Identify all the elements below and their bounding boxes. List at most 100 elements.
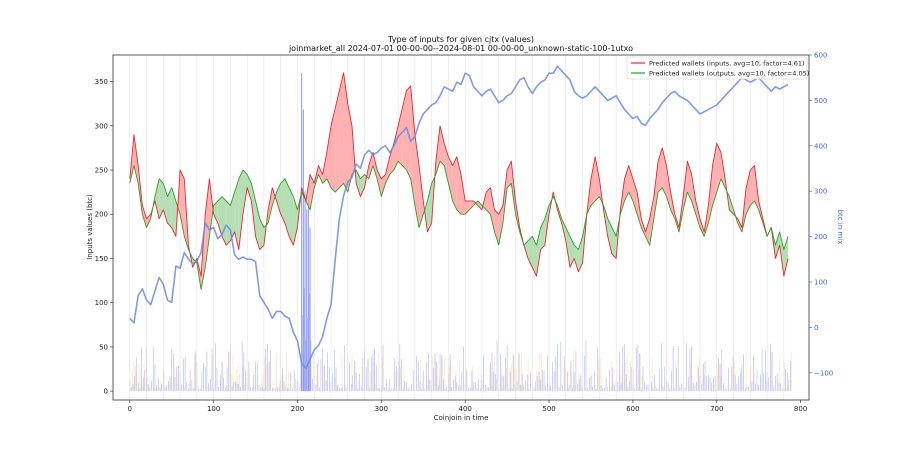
input-bar	[456, 382, 458, 392]
input-bar	[307, 317, 308, 392]
x-tick-label: 600	[626, 405, 639, 413]
input-bar	[610, 386, 612, 392]
fill-segment	[356, 170, 361, 197]
input-bar	[308, 293, 310, 392]
x-tick-label: 400	[459, 405, 472, 413]
output-bar	[655, 385, 656, 392]
output-bar	[779, 357, 781, 392]
input-bar	[609, 369, 610, 392]
fill-segment	[494, 209, 499, 246]
output-bar	[697, 365, 698, 392]
input-bar	[567, 371, 568, 392]
input-bar	[243, 352, 245, 392]
output-bar	[232, 356, 234, 392]
input-bar	[528, 388, 530, 392]
fill-segment	[167, 187, 172, 228]
input-bar	[513, 354, 515, 392]
legend-label-inputs: Predicted wallets (inputs, avg=10, facto…	[649, 60, 805, 68]
input-bar	[696, 381, 697, 392]
fill-segment	[716, 143, 721, 193]
input-bar	[516, 380, 518, 392]
input-bar	[790, 360, 791, 392]
output-bar	[242, 365, 244, 392]
input-bar	[463, 346, 464, 392]
input-bar	[744, 388, 746, 392]
input-bar	[761, 349, 763, 392]
bars-layer	[129, 73, 792, 392]
input-bar	[639, 353, 640, 392]
output-bar	[521, 353, 522, 392]
output-bar	[480, 375, 482, 392]
input-bar	[486, 387, 488, 392]
input-bar	[588, 377, 590, 392]
output-bar	[613, 383, 614, 392]
input-bar	[656, 388, 657, 392]
output-bar	[527, 357, 529, 392]
output-bar	[358, 382, 360, 392]
input-bar	[228, 351, 230, 392]
input-bar	[552, 361, 553, 392]
input-bar	[662, 387, 664, 392]
fill-segment	[280, 178, 285, 224]
input-bar	[290, 372, 292, 392]
output-bar	[237, 361, 239, 392]
input-bar	[226, 367, 228, 392]
input-bar	[521, 374, 523, 392]
input-bar	[645, 384, 647, 392]
input-bar	[335, 367, 337, 392]
input-bar	[753, 355, 755, 392]
output-bar	[784, 362, 786, 392]
output-bar	[235, 368, 237, 392]
input-bar	[218, 386, 220, 392]
input-bar	[362, 357, 364, 392]
input-bar	[778, 382, 780, 392]
input-bar	[342, 387, 344, 392]
fill-segment	[461, 174, 466, 215]
input-bar	[167, 381, 169, 392]
fill-segment	[268, 187, 273, 224]
output-bar	[770, 353, 772, 392]
input-bar	[776, 373, 778, 392]
input-bar	[328, 367, 330, 392]
fill-segment	[490, 187, 495, 232]
grid-layer	[129, 55, 785, 400]
input-bar	[619, 351, 620, 392]
input-bar	[575, 350, 577, 392]
output-bar	[750, 366, 752, 392]
input-bar	[741, 364, 743, 392]
fill-segment	[343, 72, 348, 193]
output-bar	[745, 352, 747, 392]
output-bar	[428, 378, 430, 392]
y2-tick-label: 0	[814, 324, 818, 332]
input-bar	[131, 386, 132, 392]
input-bar	[142, 377, 144, 392]
input-bar	[731, 366, 733, 392]
input-bar	[277, 387, 278, 392]
input-bar	[268, 361, 270, 392]
output-bar	[539, 353, 541, 392]
fill-segment	[142, 205, 147, 228]
input-bar	[322, 348, 323, 392]
input-bar	[283, 381, 285, 392]
input-bar	[137, 382, 139, 392]
input-bar	[275, 388, 277, 392]
output-bar	[633, 368, 635, 392]
y2-tick-label: 300	[814, 188, 827, 196]
input-bar	[743, 354, 744, 392]
input-bar	[387, 387, 389, 392]
input-bar	[240, 387, 241, 392]
output-bar	[599, 357, 601, 392]
output-bar	[346, 390, 348, 392]
output-bar	[671, 389, 673, 392]
y-axis-right: −100 0 100 200 300 400 500 600	[809, 52, 833, 377]
input-bar	[201, 371, 203, 392]
input-bar	[677, 346, 679, 392]
input-bar	[265, 348, 266, 392]
input-bar	[525, 380, 526, 392]
input-bar	[724, 388, 726, 392]
input-bar	[545, 385, 547, 392]
output-bar	[490, 371, 492, 392]
input-bar	[421, 388, 422, 392]
input-bar	[389, 378, 391, 392]
